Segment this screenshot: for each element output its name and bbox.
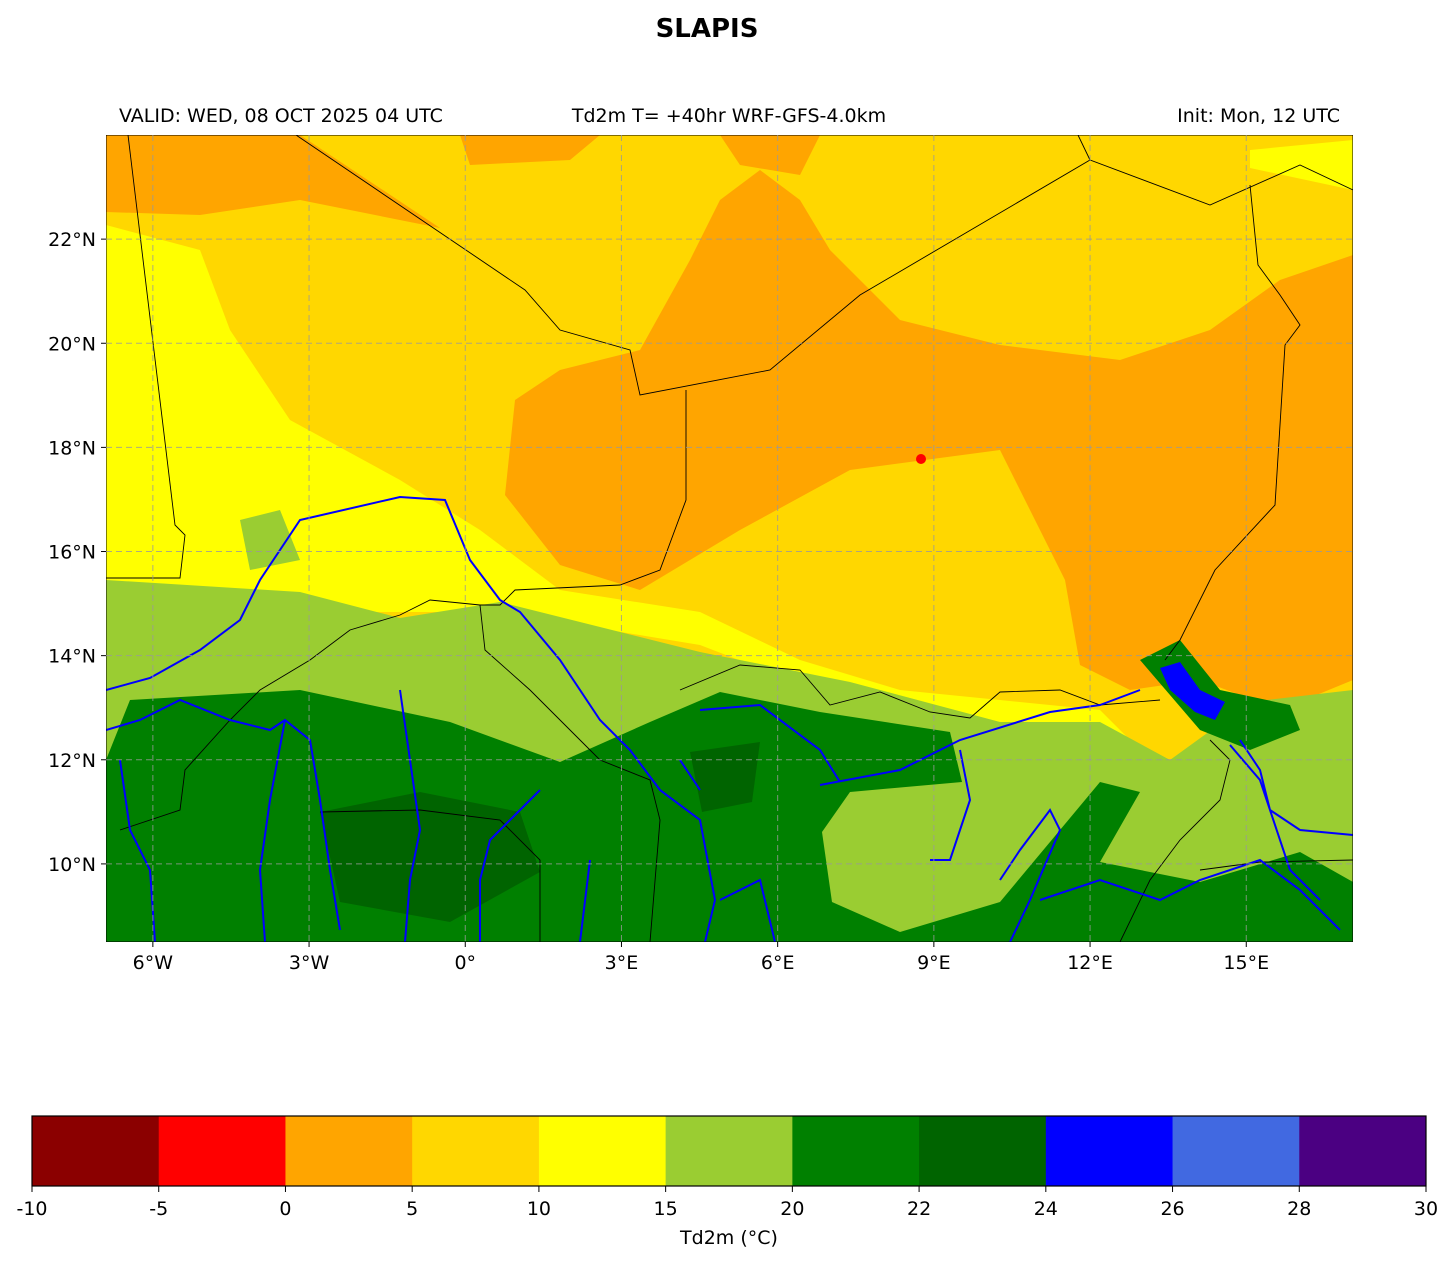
map-field <box>106 135 1353 942</box>
colorbar-swatch <box>919 1116 1047 1186</box>
colorbar-tick-label: 10 <box>527 1198 551 1220</box>
colorbar-swatch <box>1299 1116 1427 1186</box>
x-tick-label: 6°E <box>761 952 795 974</box>
title: SLAPIS <box>656 14 759 44</box>
x-tick-label: 9°E <box>917 952 951 974</box>
colorbar-tick-label: 20 <box>780 1198 804 1220</box>
colorbar-swatch <box>1045 1116 1174 1186</box>
colorbar-tick-label: 22 <box>907 1198 931 1220</box>
x-tick-label: 0° <box>454 952 476 974</box>
colorbar-tick-label: -10 <box>16 1198 47 1220</box>
subtitle: Td2m T= +40hr WRF-GFS-4.0km <box>571 105 886 127</box>
valid-time: VALID: WED, 08 OCT 2025 04 UTC <box>119 105 443 127</box>
colorbar-tick-label: 0 <box>279 1198 291 1220</box>
colorbar-swatch <box>158 1116 286 1186</box>
x-tick-label: 3°E <box>605 952 639 974</box>
colorbar-tick-label: 24 <box>1034 1198 1058 1220</box>
colorbar-tick-label: 30 <box>1414 1198 1438 1220</box>
y-tick-label: 10°N <box>48 854 96 876</box>
colorbar-swatch <box>792 1116 920 1186</box>
init-time: Init: Mon, 12 UTC <box>1177 105 1340 127</box>
y-tick-label: 16°N <box>48 542 96 564</box>
colorbar-swatch <box>1172 1116 1300 1186</box>
colorbar-tick-label: 28 <box>1287 1198 1311 1220</box>
y-tick-label: 22°N <box>48 229 96 251</box>
y-tick-label: 14°N <box>48 646 96 668</box>
colorbar-label: Td2m (°C) <box>679 1227 778 1249</box>
y-tick-label: 20°N <box>48 333 96 355</box>
colorbar-tick-label: 26 <box>1160 1198 1184 1220</box>
y-tick-label: 12°N <box>48 750 96 772</box>
colorbar-tick-label: 15 <box>654 1198 678 1220</box>
x-tick-label: 3°W <box>289 952 330 974</box>
x-tick-label: 6°W <box>133 952 174 974</box>
colorbar-tick-label: 5 <box>406 1198 418 1220</box>
x-tick-label: 12°E <box>1067 952 1113 974</box>
colorbar-tick-label: -5 <box>149 1198 168 1220</box>
colorbar-swatch <box>285 1116 413 1186</box>
colorbar-swatch <box>412 1116 540 1186</box>
colorbar-frame <box>31 1115 1427 1187</box>
colorbar-swatch <box>665 1116 793 1186</box>
colorbar-swatch <box>32 1116 160 1186</box>
colorbar-swatch <box>538 1116 667 1186</box>
axes: 6°W 3°W 0° 3°E 6°E 9°E 12°E 15°E 10°N 12°N 14°N 16°… <box>16 135 1438 1220</box>
y-tick-label: 18°N <box>48 437 96 459</box>
x-tick-label: 15°E <box>1223 952 1269 974</box>
